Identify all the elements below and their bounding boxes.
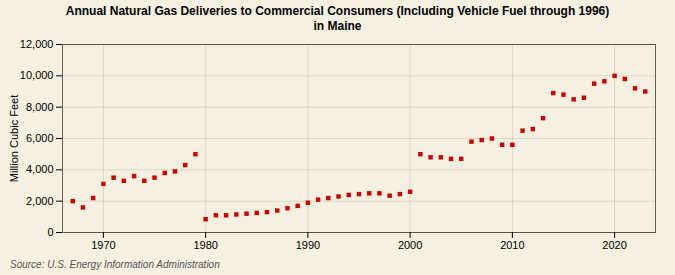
- svg-text:8,000: 8,000: [26, 101, 54, 113]
- svg-text:1970: 1970: [91, 239, 115, 251]
- html-text:Annual Natural Gas Deliveries: Annual Natural Gas Deliveries to Commerc…: [65, 4, 610, 33]
- svg-text:Million Cubic Feet: Million Cubic Feet: [8, 95, 20, 182]
- svg-text:2010: 2010: [500, 239, 524, 251]
- svg-text:6,000: 6,000: [26, 132, 54, 144]
- svg-text:1990: 1990: [296, 239, 320, 251]
- svg-text:12,000: 12,000: [20, 38, 54, 50]
- svg-text:2020: 2020: [602, 239, 626, 251]
- svg-text:2,000: 2,000: [26, 195, 54, 207]
- svg-text:1980: 1980: [193, 239, 217, 251]
- svg-text:10,000: 10,000: [20, 69, 54, 81]
- html-text:Source: U.S. Energy Informatio: Source: U.S. Energy Information Administ…: [10, 259, 220, 270]
- svg-text:4,000: 4,000: [26, 163, 54, 175]
- svg-text:2000: 2000: [398, 239, 422, 251]
- svg-text:0: 0: [47, 226, 53, 238]
